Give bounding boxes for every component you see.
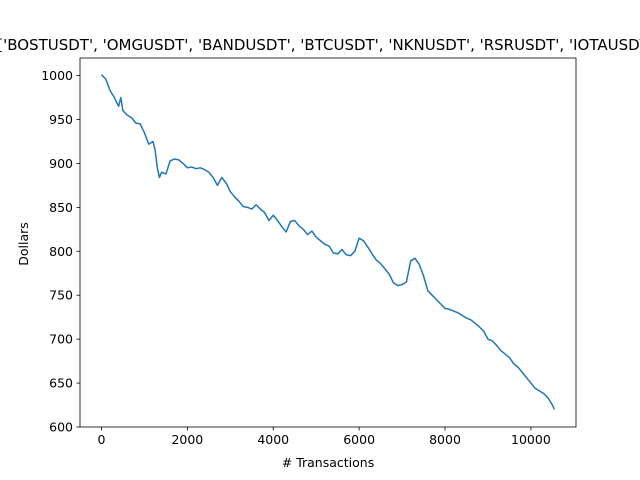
y-tick-label: 850 <box>49 200 73 215</box>
axes-frame <box>79 57 577 428</box>
y-tick-label: 950 <box>49 112 73 127</box>
x-tick-label: 6000 <box>343 432 375 447</box>
y-tick-label: 650 <box>49 376 73 391</box>
x-tick-label: 2000 <box>171 432 203 447</box>
series-line-0 <box>100 74 556 410</box>
axes-layer: 0 2000 4000 6000 8000 10000 600 650 700 750 800 850… <box>41 57 577 447</box>
x-tick-label: 10000 <box>511 432 551 447</box>
y-tick-label: 900 <box>49 156 73 171</box>
y-tick-label: 600 <box>49 420 73 435</box>
x-tick-label: 0 <box>97 432 105 447</box>
y-axis-label: Dollars <box>16 222 31 266</box>
y-tick-label: 1000 <box>41 68 73 83</box>
y-tick-label: 700 <box>49 332 73 347</box>
x-tick-label: 8000 <box>429 432 461 447</box>
y-tick-label: 800 <box>49 244 73 259</box>
x-tick-label: 4000 <box>257 432 289 447</box>
chart-title: ['BOSTUSDT', 'OMGUSDT', 'BANDUSDT', 'BTC… <box>0 36 640 54</box>
y-tick-label: 750 <box>49 288 73 303</box>
x-axis-label: # Transactions <box>282 455 374 470</box>
plot-layer <box>100 74 556 410</box>
